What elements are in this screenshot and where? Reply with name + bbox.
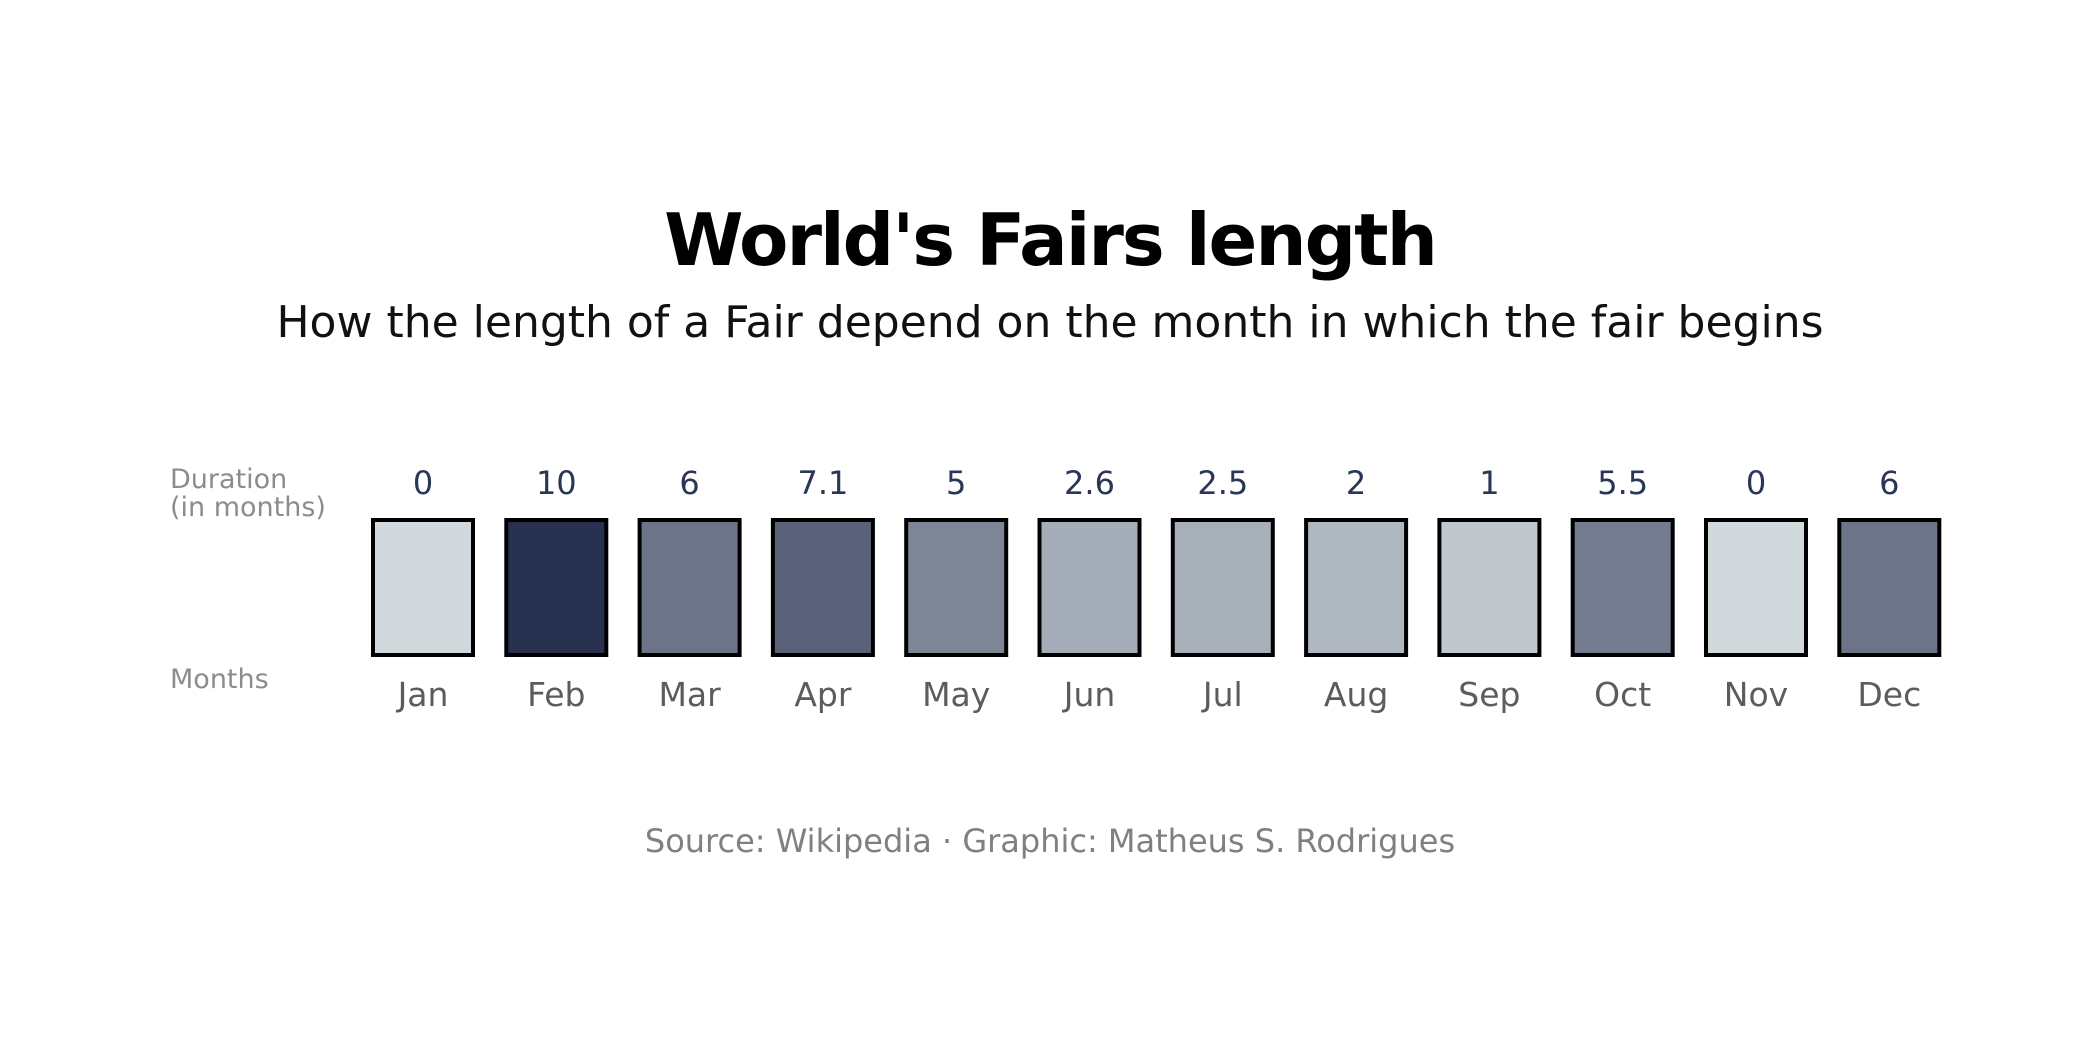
- category-label-sep: Sep: [1458, 675, 1520, 714]
- value-label-jan: 0: [413, 464, 433, 502]
- category-label-mar: Mar: [658, 675, 721, 714]
- value-label-sep: 1: [1479, 464, 1499, 502]
- value-label-nov: 0: [1746, 464, 1766, 502]
- category-label-dec: Dec: [1857, 675, 1921, 714]
- heatmap-cell-mar: [637, 518, 742, 657]
- heatmap-cell-oct: [1570, 518, 1675, 657]
- duration-row-label-line1: Duration: [170, 464, 288, 495]
- heatmap-cell-jan: [371, 518, 475, 657]
- category-label-feb: Feb: [527, 675, 585, 714]
- heatmap-cell-aug: [1304, 518, 1409, 657]
- heatmap-cell-nov: [1704, 518, 1808, 657]
- heatmap-cell-jul: [1170, 518, 1275, 657]
- duration-row-label: Duration (in months): [170, 466, 326, 522]
- category-label-may: May: [922, 675, 990, 714]
- heatmap-cell-sep: [1437, 518, 1542, 657]
- category-label-nov: Nov: [1724, 675, 1788, 714]
- category-label-aug: Aug: [1324, 675, 1388, 714]
- months-row-label: Months: [170, 664, 269, 695]
- heatmap-cell-may: [904, 518, 1009, 657]
- value-label-oct: 5.5: [1597, 464, 1648, 502]
- value-label-apr: 7.1: [797, 464, 848, 502]
- value-label-dec: 6: [1879, 464, 1899, 502]
- chart-source: Source: Wikipedia · Graphic: Matheus S. …: [644, 822, 1456, 860]
- heatmap-cell-feb: [504, 518, 609, 657]
- duration-row-label-line2: (in months): [170, 492, 326, 523]
- category-label-apr: Apr: [794, 675, 852, 714]
- value-label-feb: 10: [536, 464, 577, 502]
- heatmap-cell-jun: [1037, 518, 1142, 657]
- value-label-jul: 2.5: [1197, 464, 1248, 502]
- chart-title: World's Fairs length: [664, 198, 1438, 282]
- value-label-jun: 2.6: [1064, 464, 1115, 502]
- chart-subtitle: How the length of a Fair depend on the m…: [276, 297, 1824, 348]
- value-label-may: 5: [946, 464, 966, 502]
- heatmap-cell-apr: [770, 518, 875, 657]
- value-label-aug: 2: [1346, 464, 1366, 502]
- value-label-mar: 6: [679, 464, 699, 502]
- heatmap-cell-dec: [1837, 518, 1942, 657]
- category-label-jan: Jan: [396, 675, 449, 714]
- category-label-jul: Jul: [1201, 675, 1243, 714]
- category-label-oct: Oct: [1594, 675, 1651, 714]
- category-label-jun: Jun: [1062, 675, 1116, 714]
